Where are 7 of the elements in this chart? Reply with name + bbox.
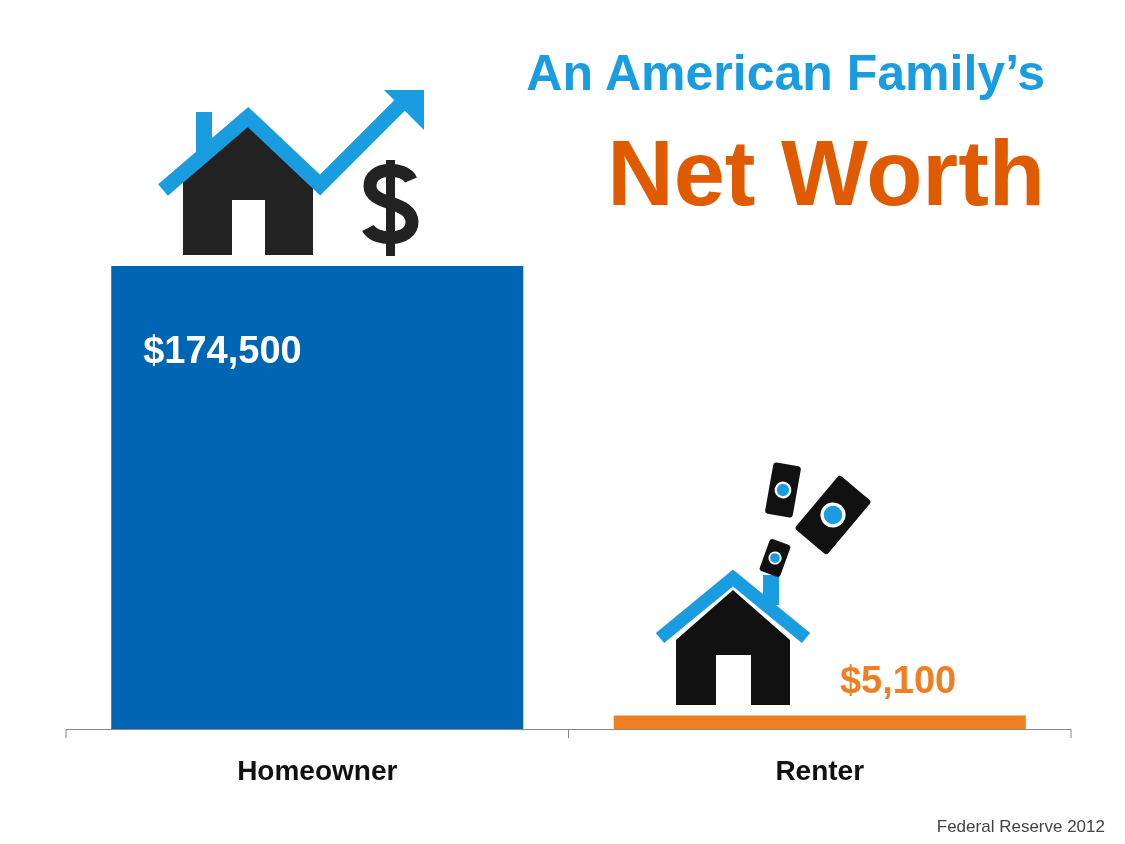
data-label: $5,100 (839, 659, 957, 702)
chart-title: An American Family’s (526, 45, 1045, 101)
data-label: $174,500 (143, 329, 302, 371)
x-tick-label: Homeowner (237, 755, 398, 786)
text: Federal Reserve 2012 (936, 817, 1105, 836)
x-tick-label: Renter (775, 755, 865, 786)
chart-subtitle: Net Worth (607, 122, 1045, 224)
